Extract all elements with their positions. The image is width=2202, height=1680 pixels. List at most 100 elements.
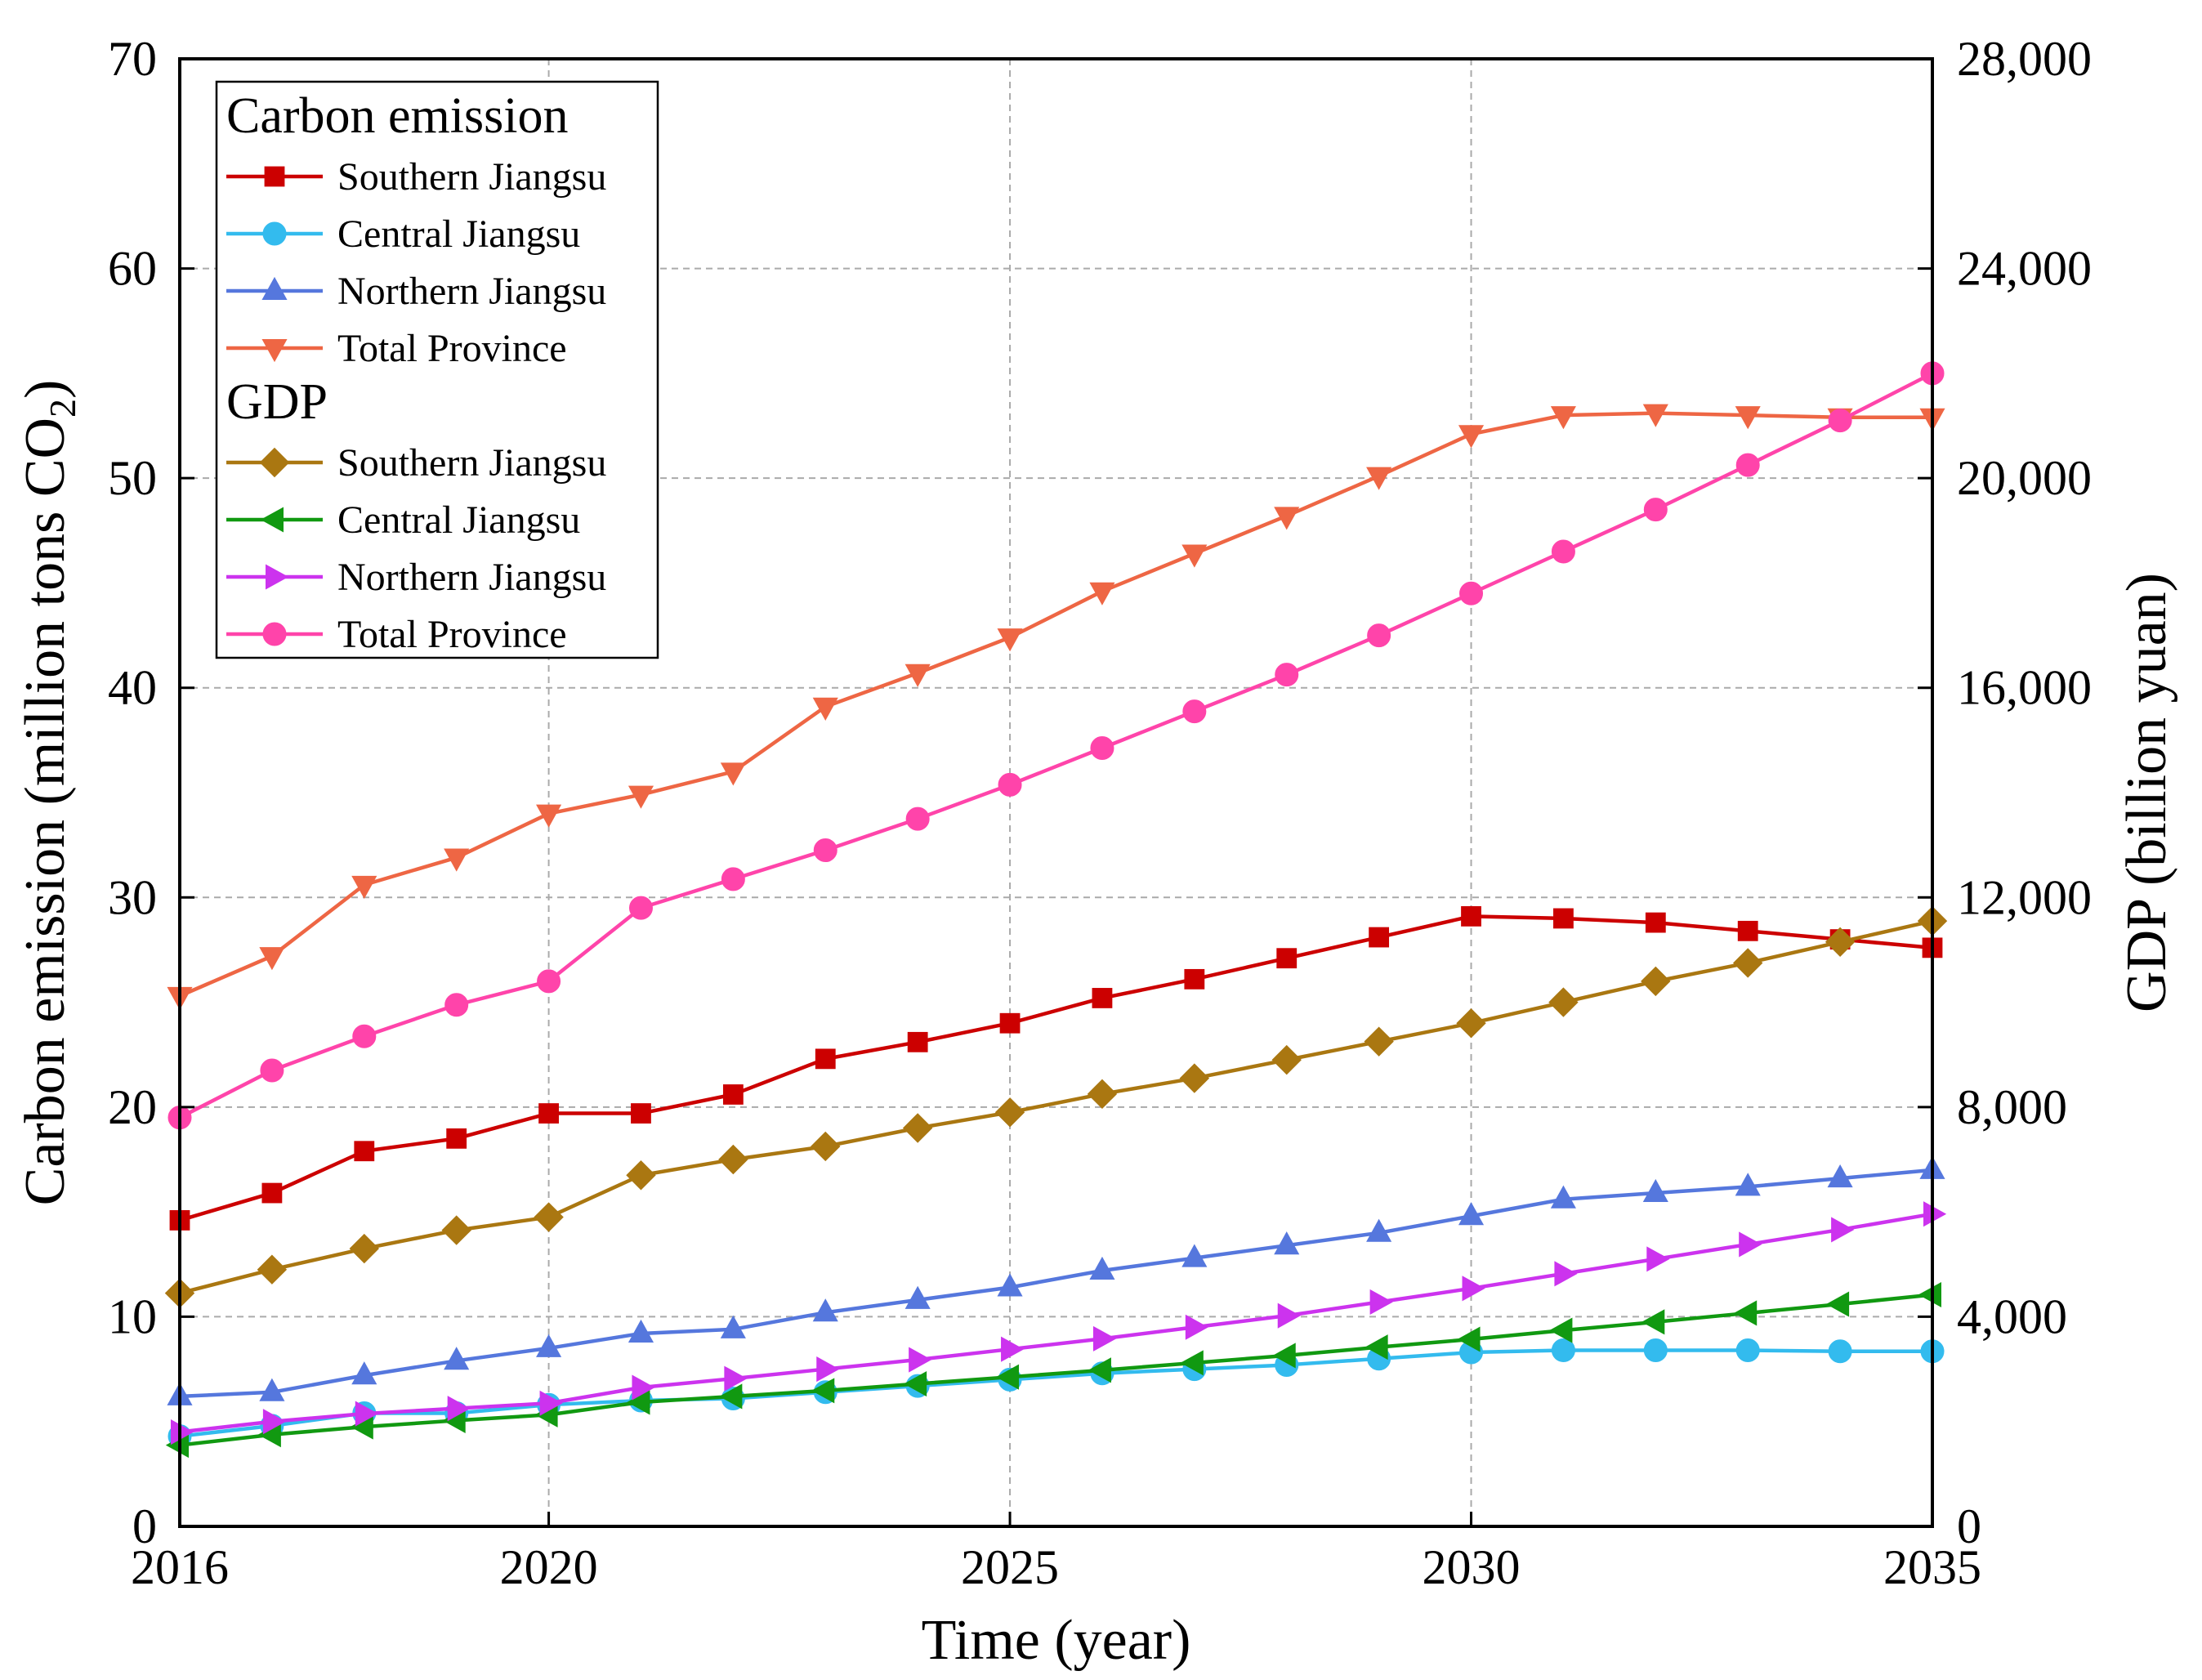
data-point (1642, 404, 1668, 427)
y-left-tick-label: 50 (108, 451, 157, 505)
data-point (1276, 948, 1298, 969)
data-point (1643, 1338, 1668, 1362)
data-point (1737, 920, 1758, 941)
legend-marker (262, 622, 287, 646)
legend-group-title: Carbon emission (226, 88, 568, 144)
data-point (1641, 1309, 1665, 1335)
data-point (1923, 1201, 1947, 1227)
data-point (1825, 1291, 1850, 1317)
data-point (352, 1024, 377, 1048)
y-right-tick-label: 4,000 (1957, 1289, 2067, 1343)
data-point (444, 993, 469, 1017)
data-point (1553, 908, 1574, 929)
legend-group-title: GDP (226, 374, 328, 430)
series-line (179, 1293, 1933, 1447)
data-point (816, 1356, 840, 1383)
data-point (447, 1396, 471, 1422)
left-y-axis-title-close: ) (14, 380, 77, 399)
y-left-tick-label: 0 (132, 1499, 157, 1553)
data-point (1643, 498, 1668, 522)
data-point (536, 1334, 562, 1357)
data-point (351, 875, 377, 900)
legend-label: Total Province (337, 613, 567, 656)
y-left-tick-label: 70 (108, 32, 157, 86)
data-point (261, 1182, 283, 1204)
data-point (1554, 1261, 1578, 1287)
data-point (1733, 948, 1763, 978)
data-point (1642, 1178, 1668, 1203)
data-point (1551, 1338, 1575, 1362)
data-point (1456, 1008, 1486, 1039)
data-point (1458, 1202, 1485, 1226)
data-point (998, 772, 1022, 797)
data-point (1735, 1338, 1760, 1362)
data-point (1184, 968, 1205, 990)
data-point (1646, 1246, 1670, 1272)
data-point (539, 1390, 563, 1416)
data-point (1274, 507, 1300, 530)
data-point (904, 1285, 931, 1309)
data-point (1735, 406, 1761, 430)
data-point (720, 1315, 746, 1338)
data-point (811, 1378, 835, 1404)
data-point (631, 1103, 651, 1124)
data-point (626, 1160, 656, 1191)
data-point (536, 804, 562, 828)
data-point (1179, 1063, 1210, 1093)
data-point (905, 806, 930, 831)
left-y-axis-title-subscript: 2 (42, 399, 83, 418)
data-point (1271, 1044, 1302, 1075)
data-point (1828, 409, 1852, 433)
x-tick-label: 2020 (500, 1540, 598, 1594)
legend-label: Central Jiangsu (337, 498, 580, 542)
data-point (1548, 987, 1579, 1017)
legend-marker (259, 447, 290, 478)
y-right-tick-label: 28,000 (1957, 32, 2092, 86)
series-line (179, 411, 1932, 998)
data-point (1088, 1357, 1111, 1383)
data-point (997, 628, 1023, 652)
data-point (997, 1273, 1023, 1297)
data-point (534, 1202, 564, 1232)
data-point (1367, 623, 1391, 648)
x-tick-label: 2035 (1883, 1540, 1981, 1594)
data-point (1461, 905, 1481, 927)
series-carbon-emission-northern-jiangsu (167, 1155, 1945, 1405)
y-left-tick-label: 40 (108, 661, 157, 715)
data-point (1462, 1276, 1485, 1302)
y-right-tick-label: 8,000 (1957, 1080, 2067, 1134)
data-point (262, 1409, 287, 1435)
data-point (1739, 1231, 1762, 1258)
data-point (720, 762, 746, 786)
data-point (632, 1374, 655, 1401)
data-point (1735, 1173, 1761, 1196)
plot-frame (178, 57, 1934, 1528)
data-point (441, 1215, 471, 1245)
data-point (995, 1364, 1020, 1390)
legend-marker (262, 221, 287, 246)
data-point (718, 1144, 748, 1175)
data-point (351, 1361, 377, 1385)
data-point (1277, 1302, 1301, 1329)
y-left-tick-label: 20 (108, 1080, 157, 1134)
data-point (628, 1319, 654, 1343)
series-line (179, 914, 1933, 1222)
data-point (1831, 1217, 1855, 1243)
legend-marker (261, 339, 288, 363)
data-point (724, 1365, 748, 1392)
data-point (811, 1131, 841, 1162)
data-point (538, 1103, 559, 1124)
data-point (259, 947, 285, 971)
data-point (628, 896, 653, 920)
series-line (179, 1212, 1933, 1434)
data-point (1369, 1289, 1393, 1316)
legend-marker (264, 166, 285, 187)
y-left-tick-label: 10 (108, 1289, 157, 1343)
data-point (907, 1031, 928, 1052)
x-tick-label: 2016 (131, 1540, 229, 1594)
data-point (1551, 539, 1575, 564)
data-point (1001, 1336, 1025, 1362)
data-point (1089, 582, 1115, 605)
y-right-tick-label: 24,000 (1957, 242, 2092, 296)
